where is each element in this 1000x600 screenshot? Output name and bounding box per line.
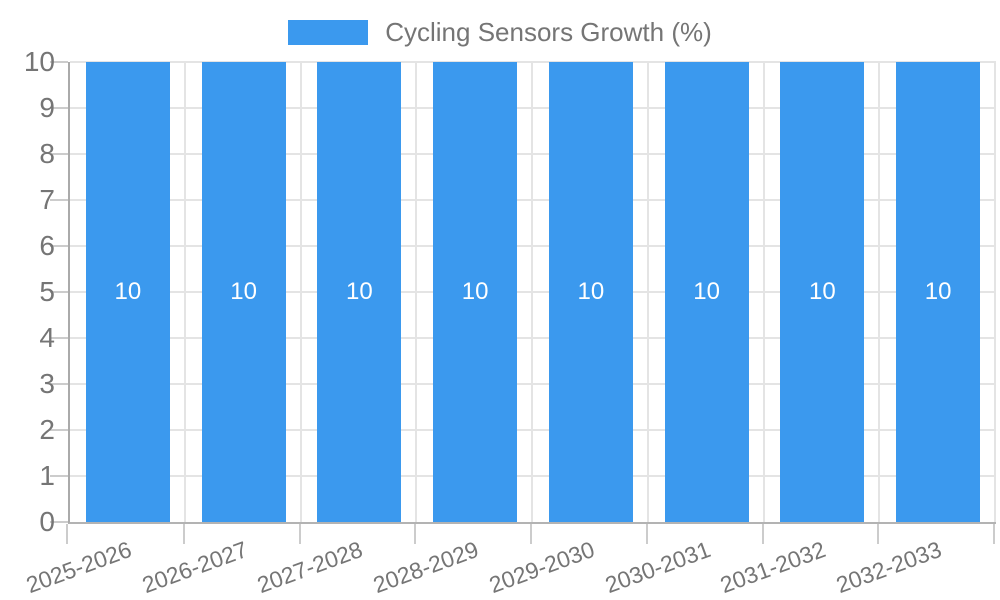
bar[interactable] (548, 62, 633, 522)
y-axis-tick (50, 521, 68, 523)
x-axis-tick (993, 524, 995, 544)
chart-legend: Cycling Sensors Growth (%) (0, 17, 1000, 48)
bar[interactable] (201, 62, 286, 522)
y-axis-tick-label: 5 (39, 276, 55, 307)
gridline-vertical (994, 62, 996, 522)
gridline-vertical (762, 62, 765, 522)
x-axis-tick (530, 524, 532, 544)
gridline-vertical (878, 62, 881, 522)
gridline-horizontal (70, 107, 996, 109)
legend-swatch (288, 20, 369, 45)
gridline-vertical (531, 62, 533, 522)
x-axis-tick (182, 524, 185, 544)
y-axis-tick (50, 291, 68, 293)
y-axis-tick (50, 107, 68, 109)
x-axis-tick (298, 524, 301, 544)
gridline-horizontal (70, 199, 996, 201)
x-axis-category-label: 2028-2029 (369, 536, 483, 599)
x-axis-category-label: 2025-2026 (22, 536, 135, 599)
x-axis-category-label: 2029-2030 (485, 536, 598, 599)
bar[interactable] (780, 62, 865, 522)
bar[interactable] (433, 62, 518, 522)
bar-value-label: 10 (577, 278, 605, 305)
y-axis-tick (50, 61, 68, 63)
y-axis-tick-label: 6 (39, 230, 55, 261)
gridline-horizontal (70, 245, 996, 247)
gridline-horizontal (70, 475, 996, 477)
bar-value-label: 10 (693, 278, 720, 305)
gridline-vertical (299, 62, 302, 522)
x-axis-category-label: 2030-2031 (601, 536, 714, 599)
bar-value-label: 10 (346, 278, 373, 305)
x-axis-category-label: 2027-2028 (254, 536, 367, 599)
gridline-horizontal (70, 61, 996, 63)
bar[interactable] (896, 62, 981, 522)
gridline-horizontal (70, 337, 996, 339)
x-axis-category-label: 2026-2027 (138, 536, 251, 599)
legend-label: Cycling Sensors Growth (%) (385, 17, 712, 47)
bar-value-label: 10 (461, 278, 489, 305)
x-axis-tick (66, 524, 68, 544)
bar[interactable] (317, 62, 402, 522)
x-axis-tick (761, 524, 764, 544)
y-axis-tick (50, 153, 68, 155)
gridline-horizontal (70, 291, 996, 293)
y-axis-tick (50, 199, 68, 201)
y-axis-tick (50, 429, 68, 431)
plot-area: 10 10 10 10 10 10 10 10 (68, 61, 996, 524)
bar[interactable] (85, 62, 170, 522)
y-axis-tick-label: 0 (39, 506, 55, 537)
gridline-vertical (415, 62, 418, 522)
y-axis-tick-label: 10 (23, 46, 55, 77)
gridline-horizontal (70, 153, 996, 155)
x-axis-category-label: 2032-2033 (832, 536, 946, 599)
x-axis-tick (877, 524, 880, 544)
gridline-vertical (646, 62, 649, 522)
y-axis-tick (50, 475, 68, 477)
y-axis-tick (50, 337, 68, 339)
bar-value-label: 10 (924, 278, 952, 305)
y-axis-tick-label: 1 (39, 460, 55, 491)
y-axis-tick-label: 2 (39, 414, 55, 445)
x-axis-tick (645, 524, 648, 544)
x-axis-category-label: 2031-2032 (717, 536, 830, 599)
bar-value-label: 10 (114, 278, 142, 305)
gridline-horizontal (70, 383, 996, 385)
gridline-vertical (183, 62, 186, 522)
gridline-horizontal (70, 429, 996, 431)
y-axis-tick (50, 383, 68, 385)
bar[interactable] (664, 62, 749, 522)
y-axis-tick-label: 3 (39, 368, 55, 399)
y-axis-tick (50, 245, 68, 247)
y-axis-tick-label: 8 (39, 138, 55, 169)
x-axis-tick (414, 524, 417, 544)
y-axis-tick-label: 4 (39, 322, 55, 353)
bar-value-label: 10 (809, 278, 836, 305)
y-axis-tick-label: 9 (39, 92, 55, 123)
y-axis-tick-label: 7 (39, 184, 55, 215)
bar-value-label: 10 (230, 278, 257, 305)
